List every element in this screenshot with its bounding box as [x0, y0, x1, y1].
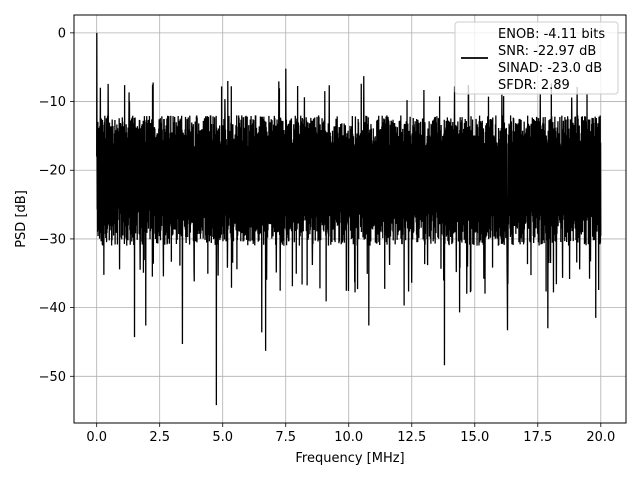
legend-entry: ENOB: -4.11 bits [498, 27, 605, 42]
y-tick-label: −30 [39, 232, 66, 247]
psd-series-line [96, 32, 602, 406]
x-tick-label: 10.0 [334, 430, 363, 445]
x-tick-label: 7.5 [275, 430, 296, 445]
x-tick-label: 20.0 [586, 430, 615, 445]
y-tick-label: −10 [39, 95, 66, 110]
x-axis-label: Frequency [MHz] [295, 451, 404, 466]
x-tick-label: 12.5 [397, 430, 426, 445]
x-tick-label: 0.0 [86, 430, 107, 445]
y-tick-label: −50 [39, 370, 66, 385]
legend-entry: SINAD: -23.0 dB [498, 61, 602, 76]
x-tick-label: 5.0 [212, 430, 233, 445]
y-tick-label: 0 [58, 26, 66, 41]
x-tick-label: 15.0 [460, 430, 489, 445]
y-tick-label: −40 [39, 301, 66, 316]
legend: ENOB: -4.11 bits SNR: -22.97 dB SINAD: -… [454, 21, 619, 95]
y-axis-ticks: 0 −10 −20 −30 −40 −50 [39, 26, 74, 385]
x-tick-label: 2.5 [149, 430, 170, 445]
legend-entry: SFDR: 2.89 [498, 78, 570, 93]
x-tick-label: 17.5 [523, 430, 552, 445]
legend-entry: SNR: -22.97 dB [498, 44, 596, 59]
legend-box [454, 21, 619, 95]
y-axis-label: PSD [dB] [14, 190, 29, 248]
y-tick-label: −20 [39, 164, 66, 179]
x-axis-ticks: 0.0 2.5 5.0 7.5 10.0 12.5 15.0 17.5 20.0 [86, 423, 615, 445]
plot-area-frame [73, 14, 627, 424]
